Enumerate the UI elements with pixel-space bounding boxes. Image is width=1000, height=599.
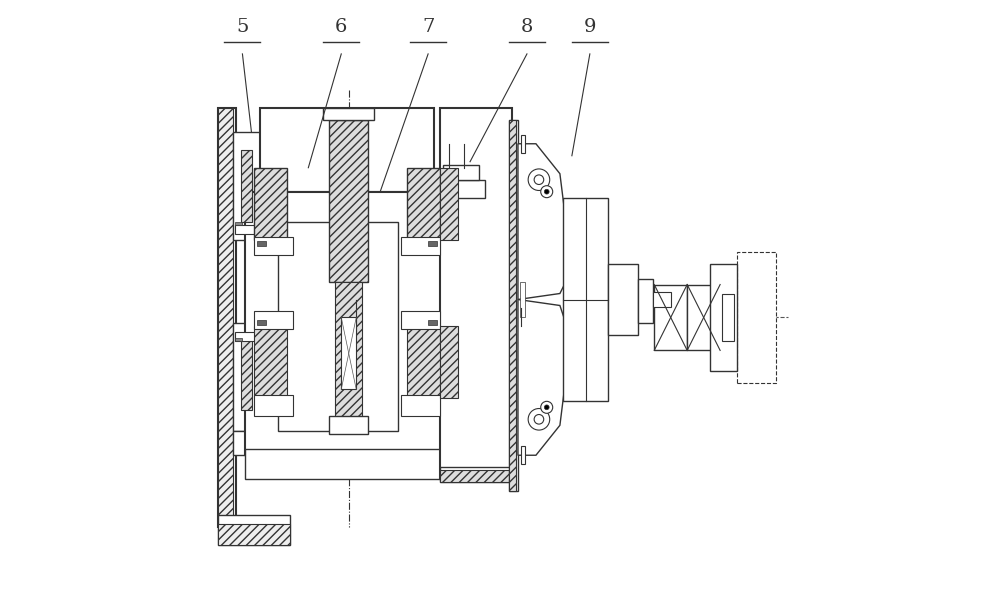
Bar	[233, 323, 260, 431]
Bar	[218, 108, 236, 527]
Circle shape	[541, 186, 553, 198]
Bar	[218, 524, 290, 545]
Circle shape	[528, 169, 550, 190]
Bar	[235, 222, 242, 225]
Bar	[654, 285, 687, 350]
Bar	[329, 120, 368, 282]
Bar	[235, 225, 256, 234]
Bar	[335, 282, 362, 419]
Bar	[653, 292, 671, 307]
Bar	[440, 168, 458, 240]
Bar	[520, 282, 525, 317]
Bar	[245, 449, 443, 479]
Text: 8: 8	[521, 18, 533, 36]
Bar	[638, 279, 653, 323]
Bar	[254, 311, 293, 329]
Bar	[235, 338, 242, 341]
Bar	[254, 326, 287, 398]
Bar	[443, 165, 479, 180]
Text: 7: 7	[422, 18, 434, 36]
Bar	[401, 311, 440, 329]
Bar	[407, 168, 440, 240]
Bar	[687, 285, 720, 350]
Bar	[401, 237, 440, 255]
Bar	[233, 431, 293, 455]
Bar	[710, 264, 737, 371]
Bar	[254, 395, 293, 416]
Circle shape	[534, 175, 544, 184]
Bar	[401, 395, 440, 416]
Bar	[257, 320, 266, 325]
Circle shape	[534, 415, 544, 424]
Bar	[235, 332, 256, 341]
Bar	[233, 132, 260, 240]
Bar	[241, 338, 252, 410]
Circle shape	[544, 189, 549, 194]
Bar	[509, 120, 516, 491]
Bar	[257, 241, 266, 246]
Bar	[440, 467, 512, 482]
Circle shape	[541, 401, 553, 413]
Bar	[278, 222, 398, 431]
Bar	[407, 326, 440, 398]
Bar	[329, 416, 368, 434]
Bar	[563, 198, 608, 401]
Polygon shape	[518, 300, 566, 455]
Bar	[428, 241, 437, 246]
Bar	[323, 108, 374, 120]
Bar	[428, 320, 437, 325]
Text: 5: 5	[236, 18, 249, 36]
Bar	[254, 168, 287, 240]
Bar	[341, 317, 356, 389]
Polygon shape	[518, 144, 566, 300]
Circle shape	[544, 405, 549, 410]
Bar	[440, 470, 512, 482]
Bar	[241, 150, 252, 222]
Bar	[440, 326, 458, 398]
Bar	[254, 237, 293, 255]
Bar	[509, 120, 518, 491]
Bar	[737, 252, 776, 383]
Text: 9: 9	[584, 18, 596, 36]
Text: 6: 6	[335, 18, 347, 36]
Bar	[440, 108, 512, 479]
Bar	[245, 192, 443, 455]
Bar	[218, 108, 233, 527]
Bar	[260, 108, 434, 192]
Bar	[437, 180, 485, 198]
Bar	[722, 294, 734, 341]
Bar	[521, 446, 525, 464]
Bar	[521, 135, 525, 153]
Bar	[218, 515, 290, 545]
Circle shape	[528, 409, 550, 430]
Bar	[608, 264, 638, 335]
